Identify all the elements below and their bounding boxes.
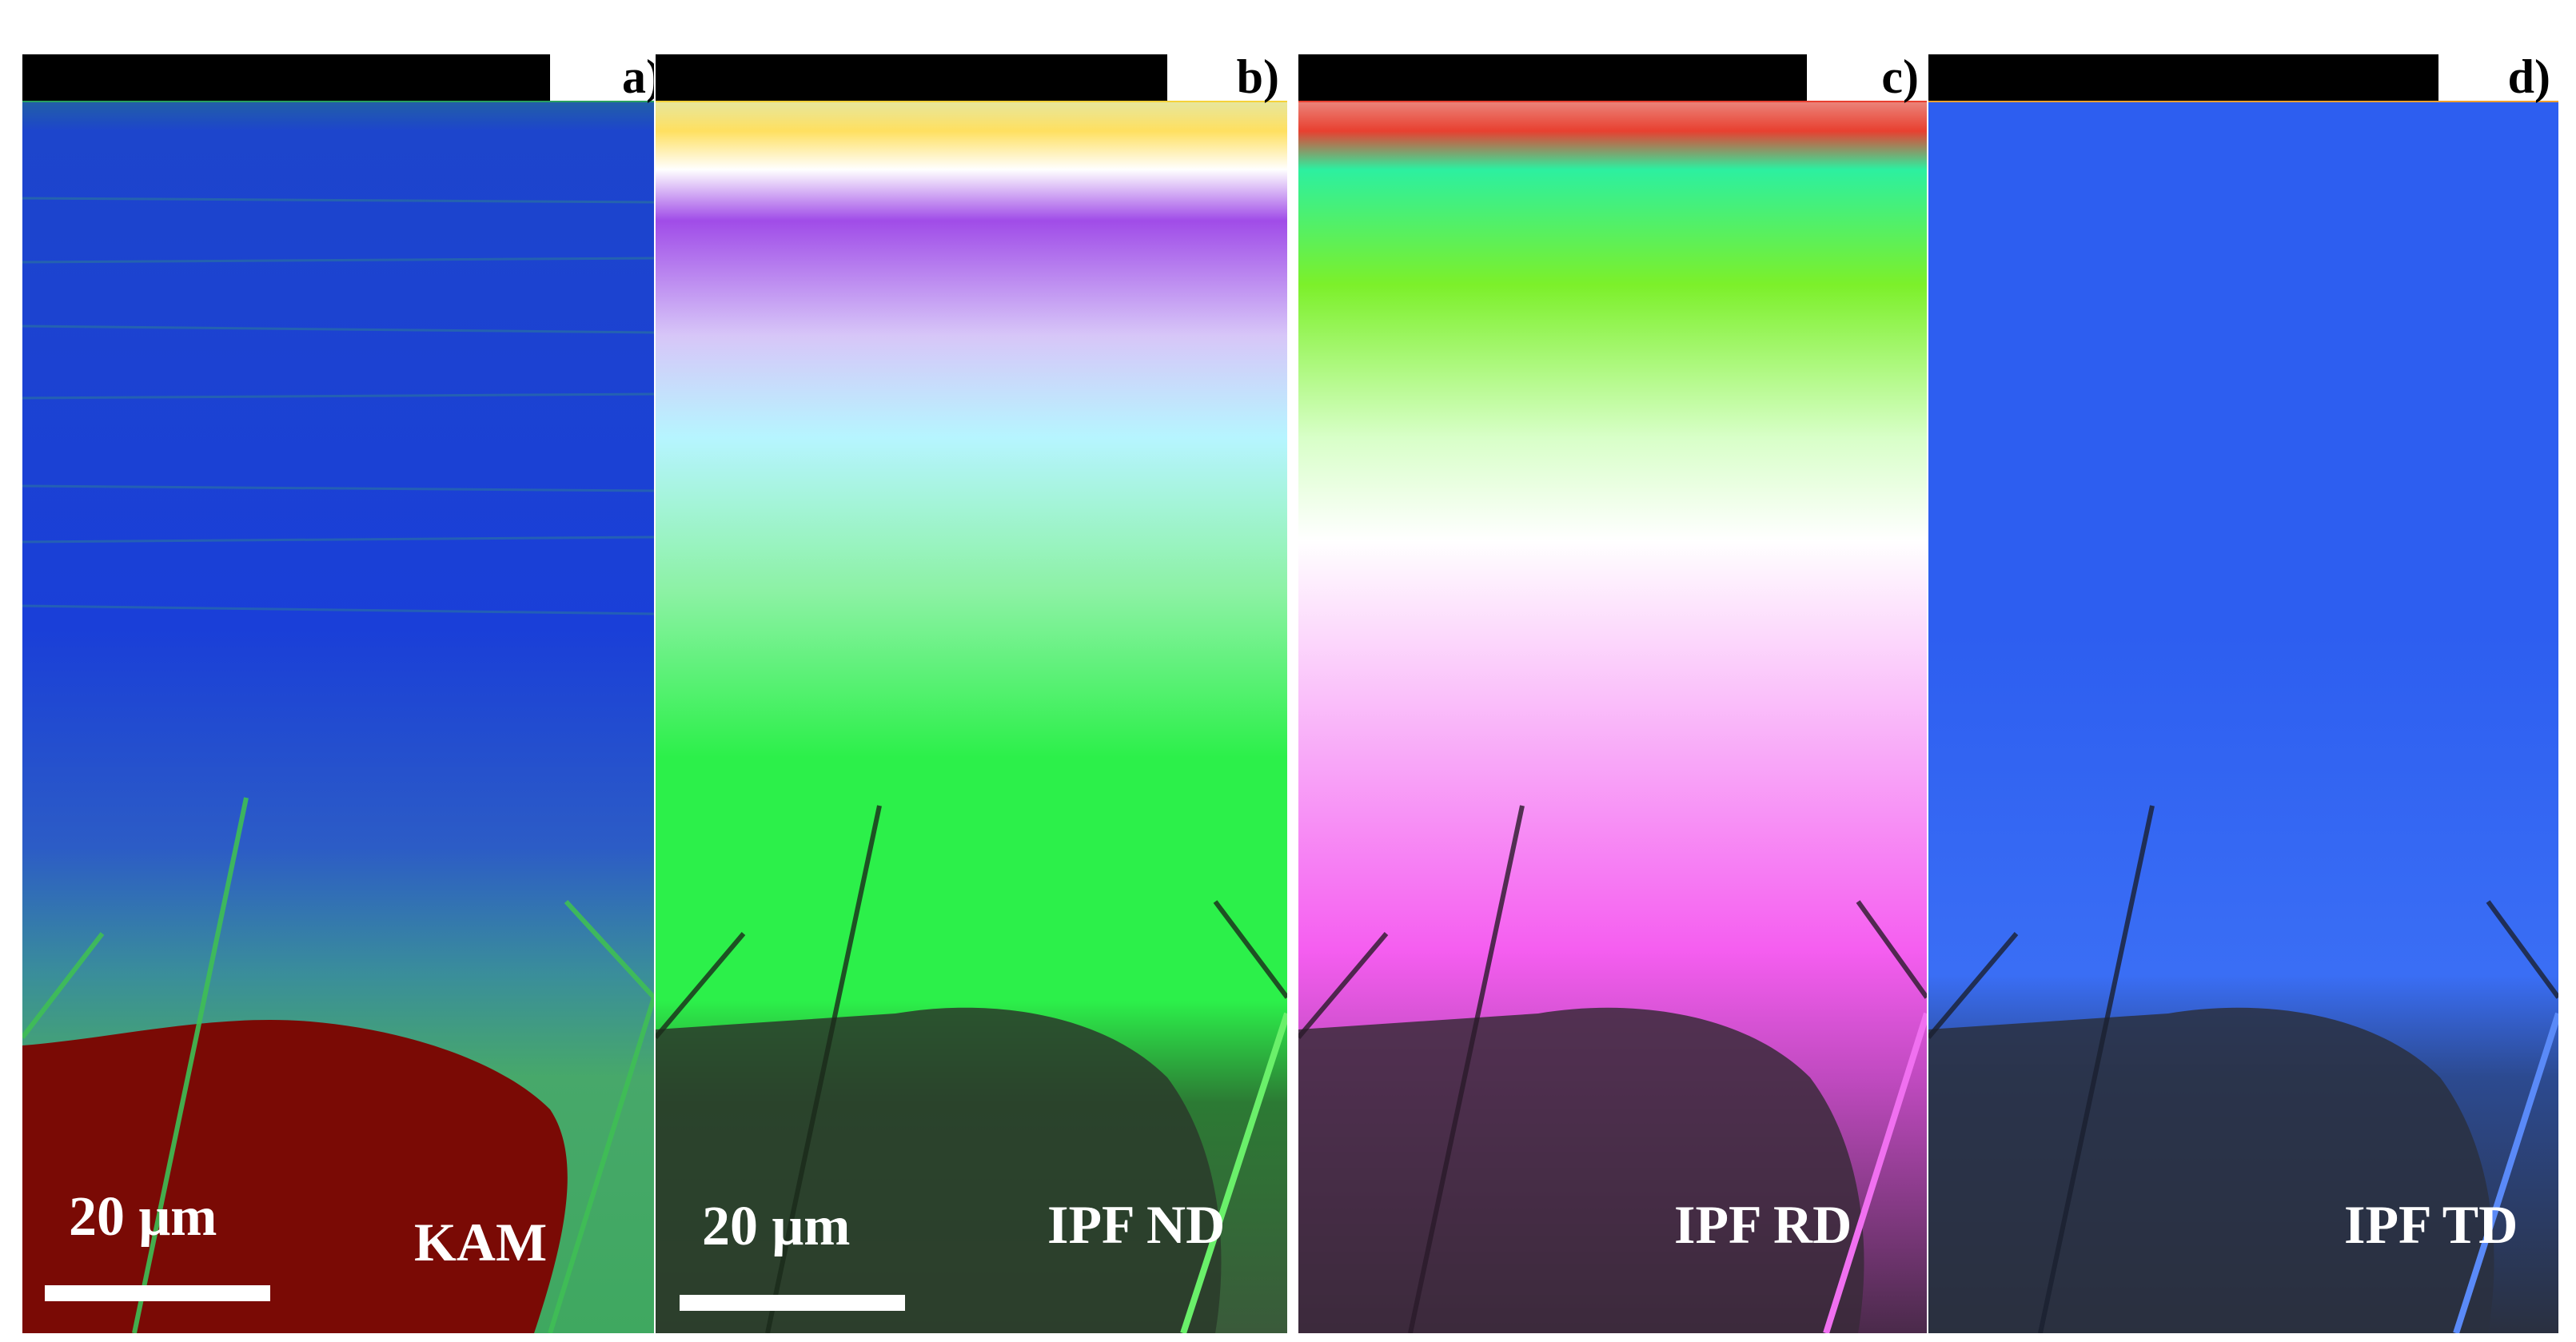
panel-b-letter: b) [1167, 54, 1287, 101]
panel-b-scale-bar [680, 1295, 905, 1311]
panel-a-kam-map: a) 20 μm KAM [22, 54, 654, 1333]
ipf-nd-map-image [656, 54, 1287, 1333]
panel-c-map-label: IPF RD [1674, 1194, 1852, 1255]
panel-d-letter: d) [2438, 54, 2558, 101]
panel-a-letter: a) [550, 54, 654, 101]
kam-map-image [22, 54, 654, 1333]
panel-a-map-label: KAM [414, 1212, 548, 1272]
panel-b-scale-text: 20 μm [702, 1196, 851, 1257]
panel-b-top-bar [656, 54, 1199, 101]
panel-c-top-bar [1298, 54, 1826, 101]
panel-c-ipf-rd-map: c) IPF RD [1298, 54, 1927, 1333]
panel-c-letter: c) [1807, 54, 1927, 101]
panel-a-scale-bar [45, 1285, 270, 1301]
panel-d-top-bar [1928, 54, 2456, 101]
panel-b-map-label: IPF ND [1047, 1194, 1226, 1255]
panel-a-scale-text: 20 μm [69, 1186, 217, 1248]
panel-a-top-bar [22, 54, 654, 101]
ipf-rd-map-image [1298, 54, 1927, 1333]
panel-b-ipf-nd-map: b) 20 μm IPF ND [656, 54, 1287, 1333]
ipf-td-map-image [1928, 54, 2558, 1333]
panel-d-map-label: IPF TD [2344, 1194, 2518, 1255]
panel-d-ipf-td-map: d) IPF TD [1928, 54, 2558, 1333]
